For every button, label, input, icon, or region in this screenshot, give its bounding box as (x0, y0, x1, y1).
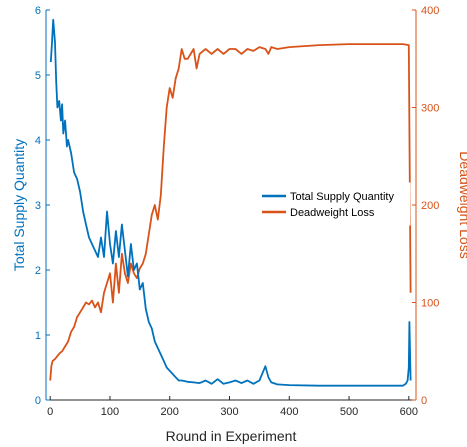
right-y-tick-label: 400 (421, 5, 439, 17)
right-y-tick-label: 200 (421, 200, 439, 212)
x-tick-label: 500 (340, 406, 358, 418)
right-y-axis-title: Deadweight Loss (457, 151, 467, 258)
left-y-tick-label: 3 (35, 200, 41, 212)
right-y-tick-label: 300 (421, 103, 439, 115)
x-tick-label: 300 (220, 406, 238, 418)
legend-label-supply: Total Supply Quantity (290, 191, 394, 203)
x-tick-label: 100 (101, 406, 119, 418)
x-tick-label: 200 (161, 406, 179, 418)
left-y-tick-label: 6 (35, 5, 41, 17)
legend: Total Supply Quantity Deadweight Loss (255, 182, 411, 226)
right-y-tick-label: 100 (421, 298, 439, 310)
x-tick-label: 0 (47, 406, 53, 418)
left-y-tick-label: 1 (35, 330, 41, 342)
x-tick-label: 600 (400, 406, 418, 418)
right-y-tick-label: 0 (421, 395, 427, 407)
series-line-total-supply-quantity (49, 18, 412, 387)
x-tick-label: 400 (280, 406, 298, 418)
left-y-tick-label: 0 (35, 395, 41, 407)
legend-label-dwl: Deadweight Loss (290, 207, 375, 219)
left-y-tick-label: 4 (35, 135, 41, 147)
left-y-tick-label: 2 (35, 265, 41, 277)
series-line-deadweight-loss (49, 43, 412, 381)
left-y-tick-label: 5 (35, 70, 41, 82)
left-y-axis-title: Total Supply Quantity (11, 139, 27, 271)
x-axis-title: Round in Experiment (166, 428, 297, 444)
legend-box (255, 182, 411, 226)
